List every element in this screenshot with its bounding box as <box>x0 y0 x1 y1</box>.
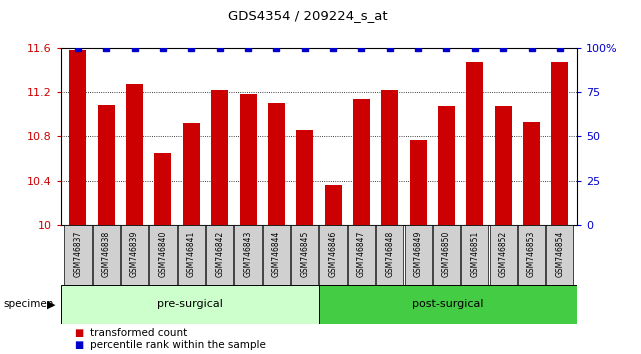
Text: GSM746848: GSM746848 <box>385 230 394 277</box>
Text: GSM746851: GSM746851 <box>470 230 479 277</box>
Text: GDS4354 / 209224_s_at: GDS4354 / 209224_s_at <box>228 9 388 22</box>
Text: GSM746847: GSM746847 <box>357 230 366 277</box>
Text: GSM746841: GSM746841 <box>187 230 196 277</box>
Bar <box>178 225 205 285</box>
Bar <box>268 103 285 225</box>
Bar <box>97 105 115 225</box>
Bar <box>126 84 143 225</box>
Text: GSM746839: GSM746839 <box>130 230 139 277</box>
Bar <box>183 123 200 225</box>
Text: GSM746845: GSM746845 <box>300 230 309 277</box>
Text: percentile rank within the sample: percentile rank within the sample <box>90 340 265 350</box>
Text: GSM746843: GSM746843 <box>244 230 253 277</box>
Text: GSM746854: GSM746854 <box>555 230 564 277</box>
Bar <box>206 225 233 285</box>
Text: ■: ■ <box>74 340 83 350</box>
Bar <box>149 225 176 285</box>
Text: GSM746852: GSM746852 <box>499 230 508 277</box>
Bar <box>348 225 375 285</box>
Text: ▶: ▶ <box>47 299 55 309</box>
Text: GSM746838: GSM746838 <box>102 230 111 277</box>
Bar <box>154 153 171 225</box>
Text: ■: ■ <box>74 329 83 338</box>
Bar <box>64 225 92 285</box>
Text: GSM746840: GSM746840 <box>158 230 167 277</box>
Bar <box>296 130 313 225</box>
Bar <box>61 285 319 324</box>
Bar <box>438 107 455 225</box>
Bar <box>490 225 517 285</box>
Bar <box>376 225 403 285</box>
Bar <box>410 139 427 225</box>
Bar <box>546 225 574 285</box>
Bar <box>381 90 398 225</box>
Bar <box>319 285 577 324</box>
Bar <box>263 225 290 285</box>
Bar <box>518 225 545 285</box>
Bar <box>211 90 228 225</box>
Text: GSM746850: GSM746850 <box>442 230 451 277</box>
Text: specimen: specimen <box>3 299 54 309</box>
Text: GSM746846: GSM746846 <box>329 230 338 277</box>
Bar <box>93 225 120 285</box>
Bar <box>319 225 347 285</box>
Text: pre-surgical: pre-surgical <box>157 299 223 309</box>
Bar <box>433 225 460 285</box>
Text: GSM746837: GSM746837 <box>74 230 83 277</box>
Bar <box>353 99 370 225</box>
Bar <box>324 185 342 225</box>
Text: GSM746849: GSM746849 <box>413 230 422 277</box>
Bar <box>523 122 540 225</box>
Bar <box>495 107 512 225</box>
Bar <box>121 225 148 285</box>
Bar <box>240 94 256 225</box>
Text: transformed count: transformed count <box>90 329 187 338</box>
Text: post-surgical: post-surgical <box>412 299 484 309</box>
Bar <box>462 225 488 285</box>
Bar <box>404 225 432 285</box>
Text: GSM746844: GSM746844 <box>272 230 281 277</box>
Text: GSM746842: GSM746842 <box>215 230 224 277</box>
Bar <box>69 50 87 225</box>
Bar <box>235 225 262 285</box>
Text: GSM746853: GSM746853 <box>527 230 536 277</box>
Bar <box>466 62 483 225</box>
Bar <box>291 225 319 285</box>
Bar <box>551 62 569 225</box>
